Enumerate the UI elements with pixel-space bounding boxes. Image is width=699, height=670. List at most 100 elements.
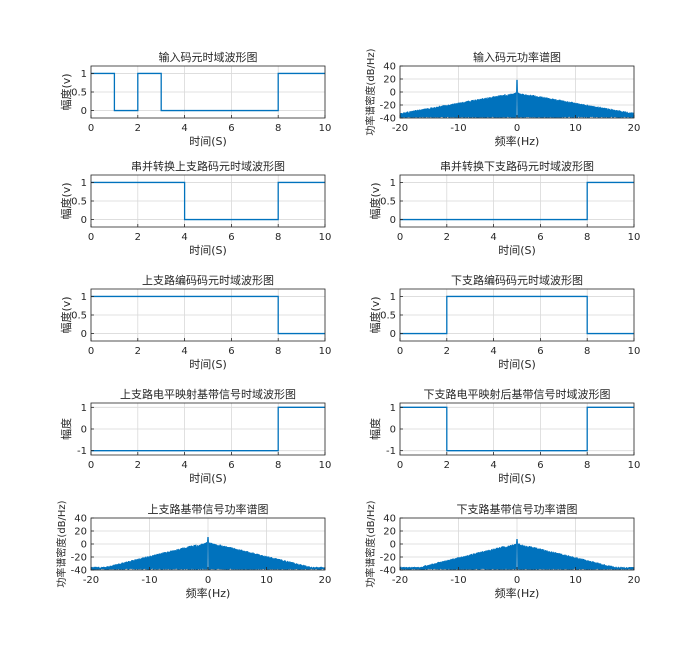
- x-tick-label: 4: [181, 346, 187, 357]
- x-tick-label: 0: [205, 575, 211, 586]
- y-tick-label: 0: [81, 329, 87, 340]
- y-tick-label: 20: [74, 527, 87, 538]
- x-tick-label: 6: [228, 123, 234, 134]
- x-tick-label: -10: [450, 123, 466, 134]
- y-axis-label: 幅度(v): [368, 182, 382, 219]
- x-tick-label: 2: [135, 232, 141, 243]
- x-tick-label: 10: [319, 123, 332, 134]
- x-tick-label: 4: [181, 232, 187, 243]
- series-line: [400, 295, 634, 335]
- series-line: [91, 181, 325, 221]
- psd-series-line: [400, 539, 634, 570]
- y-tick-label: -1: [386, 446, 396, 457]
- series-line: [400, 181, 634, 221]
- series-line: [91, 72, 325, 112]
- y-tick-label: -20: [71, 553, 87, 564]
- y-tick-label: 40: [383, 514, 396, 525]
- chart-input-psd: -20 -10 0 10 20-40-2002040输入码元功率谱图频率(Hz)功率谱密…: [364, 48, 640, 148]
- chart-title: 下支路电平映射后基带信号时域波形图: [424, 387, 611, 401]
- x-tick-label: 2: [444, 232, 450, 243]
- x-tick-label: -20: [392, 575, 408, 586]
- y-tick-label: 0: [390, 215, 396, 226]
- x-tick-label: 0: [397, 232, 403, 243]
- y-tick-label: 0: [81, 425, 87, 436]
- x-tick-label: 10: [319, 232, 332, 243]
- y-tick-label: -1: [77, 446, 87, 457]
- chart-title: 上支路电平映射基带信号时域波形图: [120, 387, 296, 401]
- x-axis-label: 频率(Hz): [495, 586, 540, 600]
- x-tick-label: -20: [83, 575, 99, 586]
- x-tick-label: 0: [514, 123, 520, 134]
- y-tick-label: 0.5: [380, 197, 396, 208]
- y-axis-label: 幅度: [59, 418, 73, 440]
- x-tick-label: 2: [444, 460, 450, 471]
- x-tick-label: 8: [275, 346, 281, 357]
- y-tick-label: 0.5: [380, 311, 396, 322]
- x-tick-label: 10: [569, 123, 582, 134]
- x-axis-label: 时间(S): [189, 358, 227, 371]
- series-line: [91, 406, 325, 452]
- x-tick-label: 8: [584, 232, 590, 243]
- x-tick-label: 0: [514, 575, 520, 586]
- x-tick-label: 2: [135, 460, 141, 471]
- y-tick-label: -40: [71, 566, 87, 577]
- y-tick-label: 1: [390, 403, 396, 414]
- x-tick-label: 0: [88, 460, 94, 471]
- x-axis-label: 频率(Hz): [186, 586, 231, 600]
- y-axis-label: 幅度(v): [59, 73, 73, 110]
- x-tick-label: 0: [88, 123, 94, 134]
- psd-series-line: [400, 79, 634, 118]
- y-tick-label: 0: [81, 215, 87, 226]
- x-tick-label: 0: [88, 346, 94, 357]
- y-tick-label: 1: [81, 178, 87, 189]
- series-line: [400, 406, 634, 452]
- x-axis-label: 频率(Hz): [495, 134, 540, 148]
- x-tick-label: 10: [260, 575, 273, 586]
- y-tick-label: 40: [74, 514, 87, 525]
- x-tick-label: 8: [275, 232, 281, 243]
- chart-title: 下支路基带信号功率谱图: [457, 502, 578, 516]
- chart-title: 上支路基带信号功率谱图: [148, 502, 269, 516]
- x-axis-label: 时间(S): [189, 135, 227, 148]
- x-axis-label: 时间(S): [498, 244, 536, 257]
- y-tick-label: 0.5: [71, 311, 87, 322]
- x-tick-label: 2: [135, 346, 141, 357]
- y-tick-label: 20: [383, 75, 396, 86]
- x-tick-label: 10: [628, 232, 641, 243]
- x-tick-label: -10: [141, 575, 157, 586]
- x-tick-label: 6: [228, 346, 234, 357]
- x-tick-label: 8: [584, 460, 590, 471]
- x-tick-label: 0: [397, 346, 403, 357]
- y-tick-label: 40: [383, 62, 396, 73]
- x-tick-label: 6: [537, 460, 543, 471]
- y-tick-label: -40: [380, 566, 396, 577]
- psd-series-line: [91, 537, 325, 570]
- x-tick-label: 0: [397, 460, 403, 471]
- chart-title: 串并转换下支路码元时域波形图: [440, 159, 594, 173]
- x-tick-label: -20: [392, 123, 408, 134]
- x-tick-label: 4: [181, 123, 187, 134]
- x-tick-label: 10: [569, 575, 582, 586]
- x-axis-label: 时间(S): [498, 472, 536, 485]
- x-axis-label: 时间(S): [498, 358, 536, 371]
- y-axis-label: 幅度(v): [59, 182, 73, 219]
- x-tick-label: 10: [319, 346, 332, 357]
- chart-title: 输入码元时域波形图: [159, 50, 258, 64]
- x-tick-label: 6: [228, 232, 234, 243]
- y-tick-label: 0: [390, 540, 396, 551]
- x-tick-label: 20: [628, 575, 641, 586]
- y-tick-label: -20: [380, 101, 396, 112]
- x-tick-label: 4: [490, 460, 496, 471]
- y-axis-label: 功率谱密度(dB/Hz): [364, 500, 377, 587]
- y-tick-label: 1: [81, 292, 87, 303]
- x-tick-label: 6: [228, 460, 234, 471]
- x-tick-label: 6: [537, 232, 543, 243]
- x-axis-label: 时间(S): [189, 244, 227, 257]
- x-tick-label: 6: [537, 346, 543, 357]
